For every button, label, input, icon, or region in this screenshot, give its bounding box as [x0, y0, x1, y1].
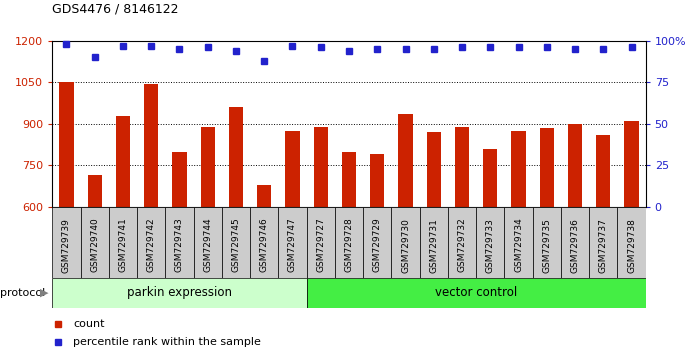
Text: GSM729745: GSM729745 [232, 218, 241, 273]
Bar [342, 152, 356, 207]
Bar [229, 107, 243, 207]
Bar [392, 207, 419, 278]
Bar [165, 207, 193, 278]
Bar [306, 278, 646, 308]
Text: ▶: ▶ [40, 288, 49, 298]
Bar [285, 131, 299, 207]
Bar [618, 207, 646, 278]
Bar [52, 278, 306, 308]
Bar [399, 114, 413, 207]
Text: parkin expression: parkin expression [127, 286, 232, 299]
Text: GSM729744: GSM729744 [203, 218, 212, 272]
Text: GSM729730: GSM729730 [401, 218, 410, 273]
Bar [483, 149, 497, 207]
Bar [370, 154, 385, 207]
Text: vector control: vector control [435, 286, 517, 299]
Bar [476, 207, 505, 278]
Bar [222, 207, 250, 278]
Text: GSM729739: GSM729739 [62, 218, 71, 273]
Bar [596, 135, 610, 207]
Bar [313, 127, 328, 207]
Bar [193, 207, 222, 278]
Bar [116, 115, 130, 207]
Bar [335, 207, 363, 278]
Bar [109, 207, 137, 278]
Text: GSM729736: GSM729736 [570, 218, 579, 273]
Bar [306, 207, 335, 278]
Bar [59, 82, 73, 207]
Bar [144, 84, 158, 207]
Text: GSM729727: GSM729727 [316, 218, 325, 273]
Bar [52, 207, 80, 278]
Text: GSM729737: GSM729737 [599, 218, 608, 273]
Bar [419, 207, 448, 278]
Text: GSM729740: GSM729740 [90, 218, 99, 273]
Bar [80, 207, 109, 278]
Bar [279, 207, 306, 278]
Bar [137, 207, 165, 278]
Bar [533, 207, 561, 278]
Text: GSM729738: GSM729738 [627, 218, 636, 273]
Bar [172, 152, 186, 207]
Text: GSM729731: GSM729731 [429, 218, 438, 273]
Bar [561, 207, 589, 278]
Bar [448, 207, 476, 278]
Bar [363, 207, 392, 278]
Bar [250, 207, 279, 278]
Text: GSM729747: GSM729747 [288, 218, 297, 273]
Text: GSM729733: GSM729733 [486, 218, 495, 273]
Text: count: count [73, 319, 105, 329]
Text: GSM729734: GSM729734 [514, 218, 523, 273]
Bar [589, 207, 618, 278]
Bar [512, 131, 526, 207]
Bar [505, 207, 533, 278]
Text: GDS4476 / 8146122: GDS4476 / 8146122 [52, 3, 179, 16]
Text: GSM729735: GSM729735 [542, 218, 551, 273]
Text: GSM729732: GSM729732 [457, 218, 466, 273]
Bar [625, 121, 639, 207]
Text: protocol: protocol [0, 288, 49, 298]
Text: GSM729729: GSM729729 [373, 218, 382, 273]
Text: GSM729743: GSM729743 [175, 218, 184, 273]
Bar [200, 127, 215, 207]
Text: GSM729746: GSM729746 [260, 218, 269, 273]
Bar [455, 127, 469, 207]
Text: percentile rank within the sample: percentile rank within the sample [73, 337, 261, 348]
Text: GSM729728: GSM729728 [345, 218, 353, 273]
Bar [88, 175, 102, 207]
Text: GSM729741: GSM729741 [119, 218, 128, 273]
Text: GSM729742: GSM729742 [147, 218, 156, 272]
Bar [257, 185, 272, 207]
Bar [426, 132, 441, 207]
Bar [568, 124, 582, 207]
Bar [540, 128, 554, 207]
